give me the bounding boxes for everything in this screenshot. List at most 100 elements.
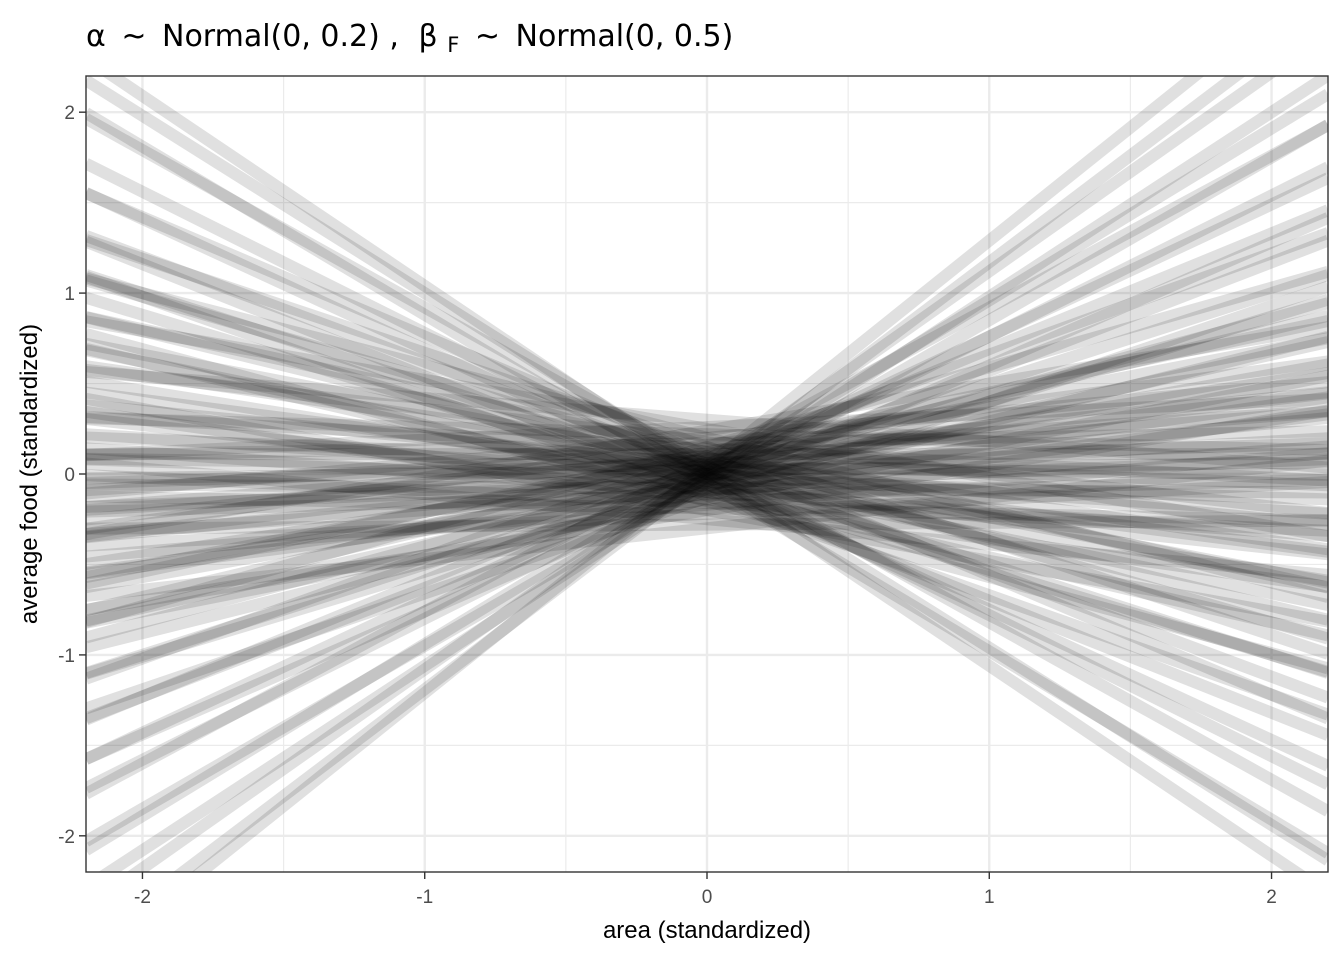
prior-line [86,355,1328,535]
prior-line [86,375,1328,587]
prior-line [86,457,1328,581]
prior-line [86,456,1328,485]
prior-line [86,391,1328,579]
prior-line [86,172,1328,765]
prior-line [86,272,1328,603]
prior-line [86,358,1328,594]
prior-line [86,376,1328,500]
prior-line [86,404,1328,616]
prior-line [86,452,1328,481]
prior-line [86,113,1328,817]
prior-line [86,393,1328,461]
prior-line [86,413,1328,561]
title-tilde-1: ~ [121,19,146,54]
x-tick-label: -2 [134,887,151,908]
prior-line [86,310,1328,617]
chart-title: α ~ Normal(0, 0.2) , β F ~ Normal(0, 0.5… [86,19,733,60]
y-axis-ticks: -2 -1 0 1 2 [58,103,86,848]
prior-line [86,119,1328,800]
prior-line [86,297,1328,644]
prior-line [86,227,1328,685]
prior-line [86,230,1328,704]
prior-line [86,119,1328,847]
prior-line [191,76,1205,872]
prior-line [86,236,1328,741]
prior-line [86,360,1328,556]
prior-line [86,161,1328,794]
prior-line [86,412,1328,457]
prior-line [86,321,1328,540]
title-tilde-2: ~ [475,19,500,54]
prior-line [98,76,1328,872]
prior-line [86,365,1328,474]
prior-line [86,336,1328,627]
x-axis-ticks: -2 -1 0 1 2 [134,872,1277,908]
prior-line [86,107,1328,859]
grid-major [86,76,1328,872]
prior-line [86,469,1328,537]
title-separator: , [389,19,399,54]
x-tick-label: 1 [984,887,995,908]
prior-line [126,76,1277,872]
prior-line [86,328,1328,675]
prior-line [86,293,1328,680]
prior-line [86,187,1328,772]
prior-line [86,331,1328,654]
prior-line [86,88,1328,856]
prior-line [86,370,1328,629]
prior-line [86,410,1328,487]
prior-line [86,280,1328,715]
prior-line [86,405,1328,593]
prior-line [86,473,1328,518]
prior-line [86,442,1328,542]
prior-line [102,76,1307,872]
prior-line [86,337,1328,589]
y-tick-label: 2 [64,103,75,124]
y-tick-label: -2 [58,827,75,848]
prior-line [86,386,1328,558]
prior-line [86,344,1328,611]
prior-line [86,342,1328,642]
prior-line [86,514,1328,535]
x-axis-title: area (standardized) [603,917,811,944]
prior-line [86,315,1328,543]
prior-line [86,274,1328,645]
prior-line [86,386,1328,526]
prior-line [86,408,1328,580]
title-alpha-prior: Normal(0, 0.2) [162,19,380,54]
x-tick-label: 0 [702,887,713,908]
prior-line [173,76,1246,872]
y-axis-title: average food (standardized) [16,324,43,624]
prior-line [86,478,1328,499]
prior-line [86,454,1328,602]
prior-line [86,235,1328,724]
x-tick-label: 2 [1266,887,1277,908]
title-beta-symbol: β [418,19,437,54]
prior-line [86,404,1328,497]
prior-line [86,437,1328,490]
prior-line [86,431,1328,492]
prior-line [86,234,1328,660]
prior-lines [86,76,1328,872]
prior-line [86,269,1328,679]
prior-line [86,447,1328,563]
prior-line [86,490,1328,527]
prior-line [86,204,1328,726]
y-tick-label: 1 [64,284,75,305]
prior-line [86,363,1328,520]
prior-line [86,269,1328,679]
prior-line [86,315,1328,590]
prior-line [86,440,1328,541]
prior-line [86,311,1328,626]
title-alpha-symbol: α [86,19,106,54]
title-beta-prior: Normal(0, 0.5) [516,19,734,54]
prior-line [86,392,1328,628]
prior-line [86,76,1328,866]
prior-line [86,405,1328,514]
prior-line [86,158,1328,790]
y-tick-label: -1 [58,646,75,667]
title-beta-subscript: F [447,33,459,57]
prior-line [86,428,1328,520]
prior-line [86,411,1328,544]
